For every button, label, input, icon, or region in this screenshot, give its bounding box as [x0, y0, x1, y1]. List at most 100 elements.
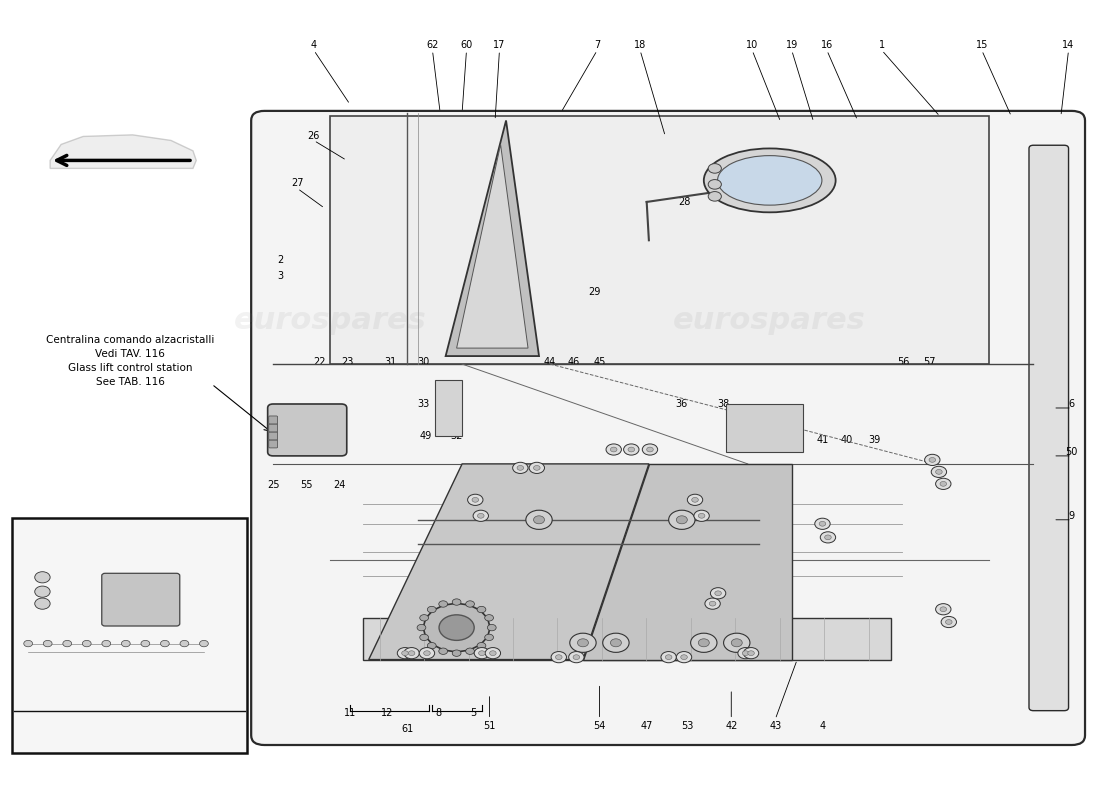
Circle shape [534, 516, 544, 524]
Text: eurospares: eurospares [673, 306, 866, 334]
Circle shape [82, 640, 91, 646]
Text: 24: 24 [333, 481, 345, 490]
FancyBboxPatch shape [1028, 146, 1068, 710]
Text: eurospares: eurospares [234, 306, 427, 334]
Circle shape [439, 648, 448, 654]
Text: 34: 34 [451, 407, 463, 417]
Circle shape [825, 535, 832, 540]
Circle shape [490, 650, 496, 655]
Circle shape [715, 591, 722, 596]
Text: 46: 46 [568, 357, 581, 366]
Text: 28: 28 [678, 197, 690, 207]
Text: 22: 22 [314, 357, 326, 366]
Text: 43: 43 [769, 721, 781, 731]
Circle shape [417, 625, 426, 630]
Circle shape [529, 462, 544, 474]
Circle shape [669, 510, 695, 530]
Text: USA: USA [63, 726, 98, 742]
Text: 49: 49 [420, 431, 432, 441]
Circle shape [465, 648, 474, 654]
Circle shape [35, 598, 51, 610]
Circle shape [815, 518, 830, 530]
Text: 44: 44 [543, 357, 557, 366]
Circle shape [35, 572, 51, 583]
Circle shape [397, 647, 412, 658]
Text: 40: 40 [840, 435, 852, 445]
Text: Vedi TAV. 116: Vedi TAV. 116 [96, 349, 165, 358]
Polygon shape [51, 135, 196, 169]
Circle shape [485, 647, 501, 658]
Text: 23: 23 [342, 357, 354, 366]
Text: 39: 39 [868, 435, 880, 445]
Circle shape [946, 620, 953, 625]
Circle shape [478, 650, 485, 655]
Circle shape [932, 466, 947, 478]
Polygon shape [446, 121, 539, 356]
Text: 1: 1 [879, 40, 884, 50]
Circle shape [428, 642, 437, 649]
Circle shape [624, 444, 639, 455]
Circle shape [692, 498, 698, 502]
Text: 25: 25 [267, 481, 279, 490]
Circle shape [708, 179, 722, 189]
Circle shape [468, 494, 483, 506]
Text: 18: 18 [634, 40, 646, 50]
Circle shape [570, 633, 596, 652]
Text: Glass lift control station: Glass lift control station [68, 363, 192, 373]
Text: 42: 42 [725, 721, 737, 731]
Circle shape [24, 640, 33, 646]
Text: 9: 9 [1069, 510, 1075, 521]
Text: 59: 59 [615, 510, 628, 521]
Circle shape [647, 447, 653, 452]
Circle shape [925, 454, 940, 466]
FancyBboxPatch shape [267, 404, 346, 456]
Circle shape [452, 599, 461, 606]
Circle shape [513, 462, 528, 474]
Circle shape [485, 634, 494, 641]
FancyBboxPatch shape [726, 404, 803, 452]
Circle shape [940, 482, 947, 486]
Circle shape [35, 586, 51, 598]
Circle shape [573, 654, 580, 659]
Text: 17: 17 [493, 40, 506, 50]
Text: 5: 5 [470, 708, 476, 718]
Text: 32: 32 [450, 431, 463, 441]
Text: 19: 19 [785, 40, 798, 50]
Circle shape [940, 607, 947, 612]
Circle shape [472, 498, 478, 502]
Circle shape [420, 614, 429, 621]
Circle shape [569, 651, 584, 662]
Circle shape [676, 516, 688, 524]
Circle shape [102, 640, 111, 646]
Text: 60: 60 [461, 40, 473, 50]
Text: 33: 33 [418, 399, 430, 409]
Text: 50: 50 [1066, 447, 1078, 457]
Circle shape [485, 614, 494, 621]
Circle shape [698, 514, 705, 518]
Text: 61: 61 [402, 724, 414, 734]
Text: 41: 41 [816, 435, 828, 445]
Circle shape [477, 606, 486, 613]
Circle shape [642, 444, 658, 455]
Circle shape [477, 514, 484, 518]
Circle shape [402, 650, 408, 655]
Circle shape [428, 606, 437, 613]
Text: 2: 2 [277, 255, 284, 266]
Text: 53: 53 [681, 721, 693, 731]
Circle shape [141, 640, 150, 646]
Circle shape [161, 640, 169, 646]
Circle shape [936, 604, 952, 615]
Text: 20: 20 [590, 491, 603, 501]
Circle shape [694, 510, 710, 522]
Circle shape [738, 647, 754, 658]
Circle shape [698, 638, 710, 646]
Circle shape [942, 617, 957, 628]
Polygon shape [368, 464, 649, 659]
Circle shape [439, 615, 474, 640]
Text: 63: 63 [22, 594, 34, 605]
Polygon shape [330, 117, 989, 364]
Circle shape [199, 640, 208, 646]
Circle shape [424, 650, 430, 655]
Circle shape [732, 638, 742, 646]
FancyBboxPatch shape [434, 380, 462, 436]
